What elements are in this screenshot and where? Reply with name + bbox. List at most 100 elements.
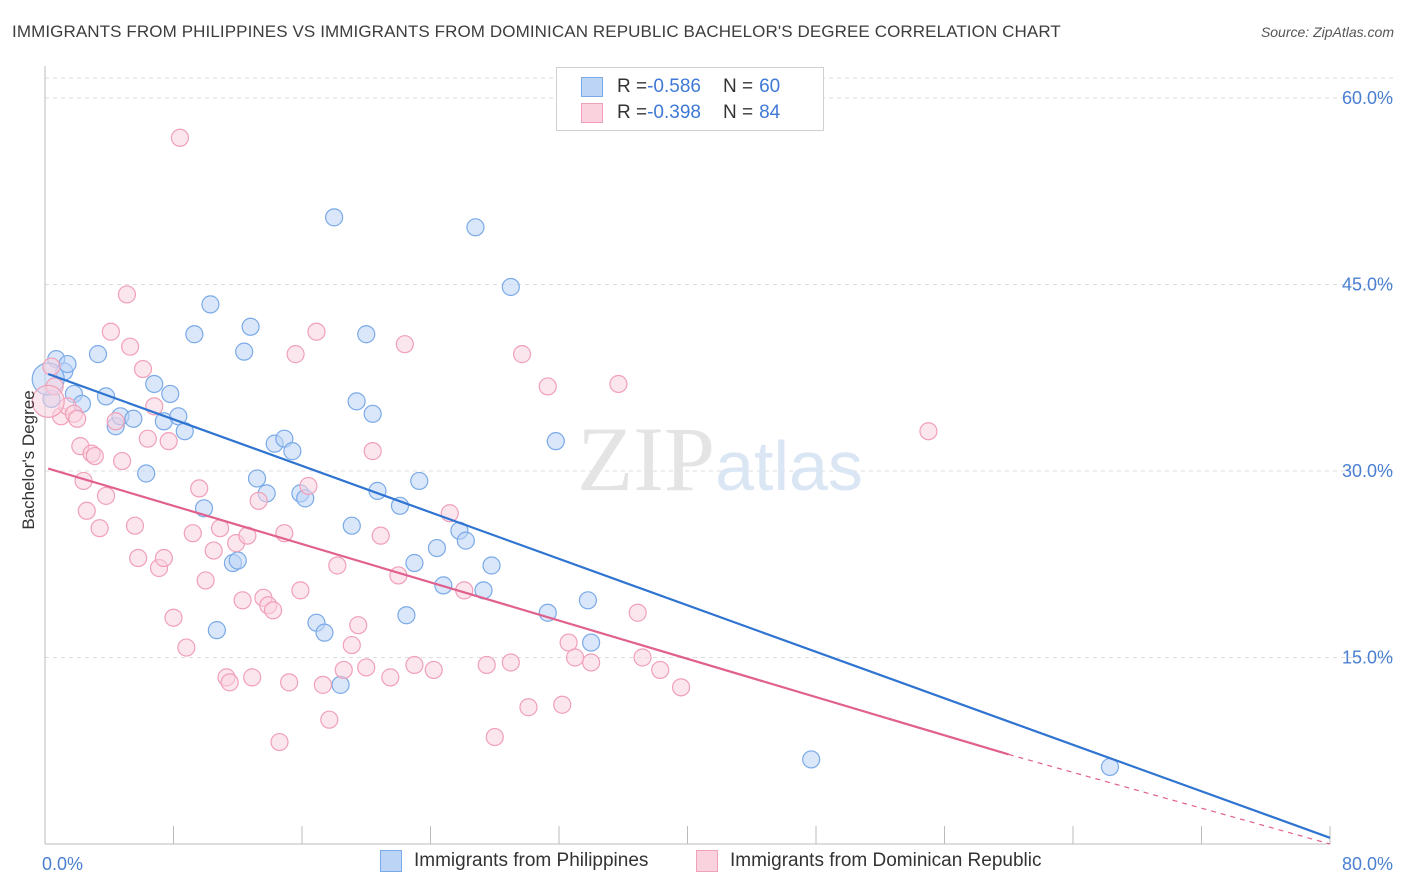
trend-lines <box>47 372 1331 845</box>
philippines-point <box>96 387 116 406</box>
philippines-point <box>241 317 260 336</box>
dominican-point <box>125 516 145 535</box>
dominican-point <box>96 486 116 505</box>
dominican-point <box>519 698 538 717</box>
dominican-point <box>349 616 368 635</box>
dominican-point <box>177 638 196 657</box>
dominican-point <box>320 710 339 729</box>
dominican-point <box>381 668 400 687</box>
dominican-swatch <box>581 103 603 123</box>
dominican-point <box>651 660 670 680</box>
philippines-point <box>482 556 501 575</box>
y-tick-label: 60.0% <box>1342 88 1393 108</box>
dominican-point <box>101 322 120 341</box>
dominican-point <box>270 732 289 752</box>
dominican-point <box>395 335 414 354</box>
philippines-point <box>456 531 475 550</box>
dominican-point <box>286 345 305 364</box>
dominican-point <box>328 556 347 575</box>
dominican-point <box>133 359 153 379</box>
dominican-point <box>609 374 628 394</box>
dominican-point <box>553 695 572 714</box>
philippines-point <box>410 471 429 491</box>
philippines-point <box>342 516 361 535</box>
dominican-point <box>334 660 353 680</box>
r-label: R = <box>617 76 648 97</box>
dominican-point <box>220 673 239 692</box>
philippines-point <box>247 469 267 488</box>
dominican-point <box>196 571 215 590</box>
dominican-point <box>138 429 157 448</box>
dominican-point <box>307 322 326 341</box>
grid-lines <box>45 77 1395 658</box>
chart-title: IMMIGRANTS FROM PHILIPPINES VS IMMIGRANT… <box>12 22 1061 41</box>
x-tick-label: 80.0% <box>1342 854 1393 874</box>
philippines-point <box>228 551 247 570</box>
dominican-point <box>671 678 691 697</box>
philippines-point <box>390 496 410 515</box>
philippines-point <box>427 538 447 558</box>
philippines-point <box>201 295 220 314</box>
philippines-point <box>161 384 180 404</box>
dominican-trend-extension <box>1008 753 1331 845</box>
dominican-point <box>357 658 376 677</box>
dominican-point <box>243 668 262 687</box>
philippines-point <box>501 277 520 297</box>
dominican-point <box>485 727 504 747</box>
dominican-point <box>170 128 190 147</box>
y-tick-label: 15.0% <box>1342 648 1393 668</box>
dominican-point <box>371 526 390 545</box>
dominican-point <box>424 660 443 680</box>
philippines-point <box>466 218 485 237</box>
r-value: -0.586 <box>647 76 701 97</box>
y-tick-label: 30.0% <box>1342 461 1393 481</box>
philippines-point <box>802 750 821 769</box>
y-tick-label: 45.0% <box>1342 275 1393 295</box>
y-axis-label: Bachelor's Degree <box>19 390 38 529</box>
dominican-point <box>280 673 299 692</box>
dominican-point <box>164 608 183 627</box>
dominican-point <box>233 591 252 610</box>
n-label: N = <box>722 76 754 97</box>
dominican-point <box>512 345 532 364</box>
dominican-point <box>183 524 202 543</box>
legend-item-dominican: Immigrants from Dominican Republic <box>696 850 1042 872</box>
dominican-point <box>313 675 332 694</box>
philippines-point <box>397 606 416 625</box>
dominican-point <box>85 446 104 466</box>
dominican-point <box>342 635 361 655</box>
philippines-point <box>207 621 226 640</box>
dominican-point <box>154 548 173 568</box>
philippines-point <box>405 553 424 573</box>
n-value: 60 <box>759 76 781 97</box>
legend-item-philippines: Immigrants from Philippines <box>380 850 648 872</box>
dominican-trend-line <box>47 467 1010 756</box>
dominican-point <box>565 648 585 667</box>
philippines-point <box>283 442 302 461</box>
dominican-point <box>159 432 178 451</box>
philippines-point <box>124 409 143 428</box>
philippines-point <box>582 633 601 652</box>
dominican-point <box>42 357 61 376</box>
dominican-point <box>77 501 96 520</box>
philippines-point <box>145 374 164 394</box>
stats-legend: R = -0.586 N = 60 R = -0.398 N = 84 <box>556 67 824 131</box>
philippines-point <box>357 325 376 344</box>
dominican-point <box>582 653 601 672</box>
dominican-legend-swatch <box>696 850 718 872</box>
philippines-point <box>137 464 156 483</box>
philippines-point <box>315 623 334 642</box>
watermark: ZIPatlas <box>577 408 863 510</box>
dominican-point <box>204 541 223 560</box>
dominican-point <box>919 422 938 441</box>
dominican-point <box>633 648 652 667</box>
philippines-point <box>363 404 382 423</box>
dominican-point <box>121 337 140 356</box>
philippines-point <box>235 342 254 361</box>
philippines-point <box>185 325 204 344</box>
dominican-point <box>31 384 65 418</box>
dominican-point <box>405 655 424 675</box>
philippines-trend-line <box>47 372 1331 839</box>
r-label: R = <box>617 102 648 123</box>
dominican-point <box>117 285 137 304</box>
